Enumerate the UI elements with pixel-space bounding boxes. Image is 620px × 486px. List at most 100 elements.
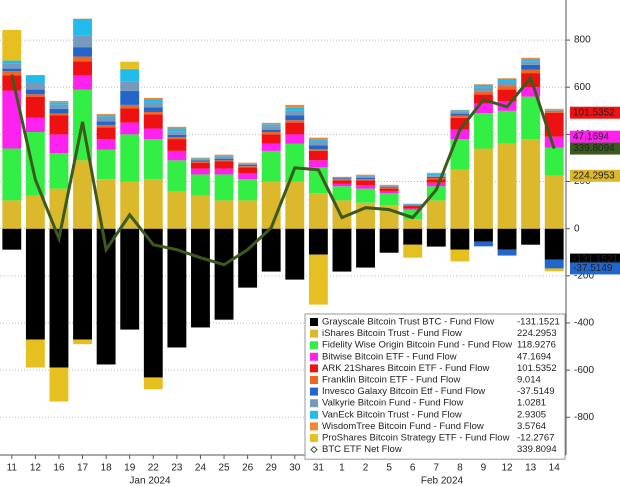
bar-segment (96, 121, 116, 125)
bar-segment (379, 228, 399, 253)
bar-segment (2, 63, 22, 69)
legend: Grayscale Bitcoin Trust BTC - Fund Flow -… (304, 313, 566, 460)
end-label: -131.1521 (573, 254, 618, 265)
bar-segment (356, 188, 375, 203)
bar-segment (356, 177, 375, 180)
bar-segment (544, 228, 564, 260)
end-label: 101.5352 (573, 107, 615, 118)
bar-segment (191, 195, 210, 229)
bar-segment (450, 139, 470, 170)
bar-segment (308, 148, 328, 151)
legend-label: iShares Bitcoin Trust - Fund Flow (322, 328, 462, 339)
bar-segment (308, 141, 328, 146)
bar-segment (332, 177, 352, 179)
legend-label: WisdomTree Bitcoin Fund - Fund Flow (322, 421, 484, 432)
bar-segment (308, 139, 328, 142)
bar-segment (238, 166, 258, 168)
bar-segment (450, 169, 470, 229)
bar-segment (544, 136, 564, 148)
x-tick-label: 31 (313, 463, 325, 474)
x-tick-label: 24 (195, 463, 207, 474)
bar-segment (167, 134, 187, 138)
bar-segment (143, 107, 163, 112)
legend-value: 47.1694 (517, 351, 551, 362)
bar-segment (191, 159, 210, 161)
legend-label: Franklin Bitcoin ETF - Fund Flow (322, 375, 460, 386)
legend-value: 339.8094 (517, 444, 557, 455)
bar-segment (426, 175, 446, 177)
bar-segment (96, 228, 116, 365)
bar-segment (96, 114, 116, 117)
bar-segment (403, 209, 423, 220)
bar-segment (167, 150, 187, 161)
bar-segment (261, 150, 281, 182)
bar-segment (120, 68, 140, 70)
bar-segment (2, 68, 22, 72)
bar-segment (2, 60, 22, 64)
y-tick-label: -800 (574, 412, 594, 423)
bar-segment (426, 173, 446, 176)
x-tick-label: 1 (339, 463, 345, 474)
bar-segment (521, 139, 541, 229)
bar-segment (261, 181, 281, 229)
bar-segment (403, 244, 423, 258)
bar-segment (403, 204, 423, 206)
bar-segment (25, 132, 45, 196)
bar-segment (25, 75, 45, 83)
bar-segment (191, 168, 210, 175)
end-label-box (570, 262, 620, 275)
bar-segment (2, 148, 22, 201)
bar-segment (261, 134, 281, 144)
bar-segment (497, 228, 517, 250)
bar-segment (450, 129, 470, 140)
bar-segment (214, 168, 234, 175)
x-tick-label: 16 (53, 463, 65, 474)
bar-segment (497, 86, 517, 90)
bar-segment (379, 193, 399, 206)
bar-segment (191, 174, 210, 196)
bar-segment (238, 163, 258, 166)
end-label-box (570, 106, 620, 119)
x-tick-label: 14 (549, 463, 561, 474)
bar-segment (308, 254, 328, 305)
bar-segment (308, 193, 328, 229)
bar-segment (356, 179, 375, 181)
legend-marker (310, 445, 318, 454)
bar-segment (2, 75, 22, 91)
bar-segment (261, 124, 281, 127)
bar-segment (450, 111, 470, 114)
bar-segment (426, 179, 446, 183)
bar-segment (261, 228, 281, 272)
bar-segment (285, 122, 305, 135)
x-tick-label: 25 (218, 463, 230, 474)
bar-segment (544, 110, 564, 113)
bar-segment (120, 69, 140, 82)
legend-swatch (310, 422, 318, 431)
x-tick-label: 9 (481, 463, 487, 474)
bar-segment (96, 139, 116, 150)
bar-segment (73, 228, 92, 340)
bar-segment (214, 160, 234, 162)
legend-label: Bitwise Bitcoin ETF - Fund Flow (322, 351, 457, 362)
bar-segment (403, 228, 423, 245)
x-tick-label: 23 (171, 463, 183, 474)
legend-value: 9.014 (517, 375, 541, 386)
x-tick-label: 18 (101, 463, 113, 474)
bar-segment (261, 132, 281, 135)
bar-segment (308, 160, 328, 168)
bar-segment (308, 228, 328, 255)
bar-segment (450, 117, 470, 130)
bar-segment (521, 228, 541, 245)
bar-segment (214, 161, 234, 169)
bar-segment (238, 228, 258, 288)
bar-segment (544, 147, 564, 176)
bar-segment (450, 228, 470, 250)
bar-segment (332, 178, 352, 180)
bar-segment (474, 148, 493, 229)
bar-segment (25, 89, 45, 95)
bar-segment (426, 172, 446, 174)
bar-segment (120, 90, 140, 105)
bar-segment (120, 81, 140, 91)
y-tick-label: -200 (574, 270, 594, 281)
bar-segment (474, 103, 493, 114)
